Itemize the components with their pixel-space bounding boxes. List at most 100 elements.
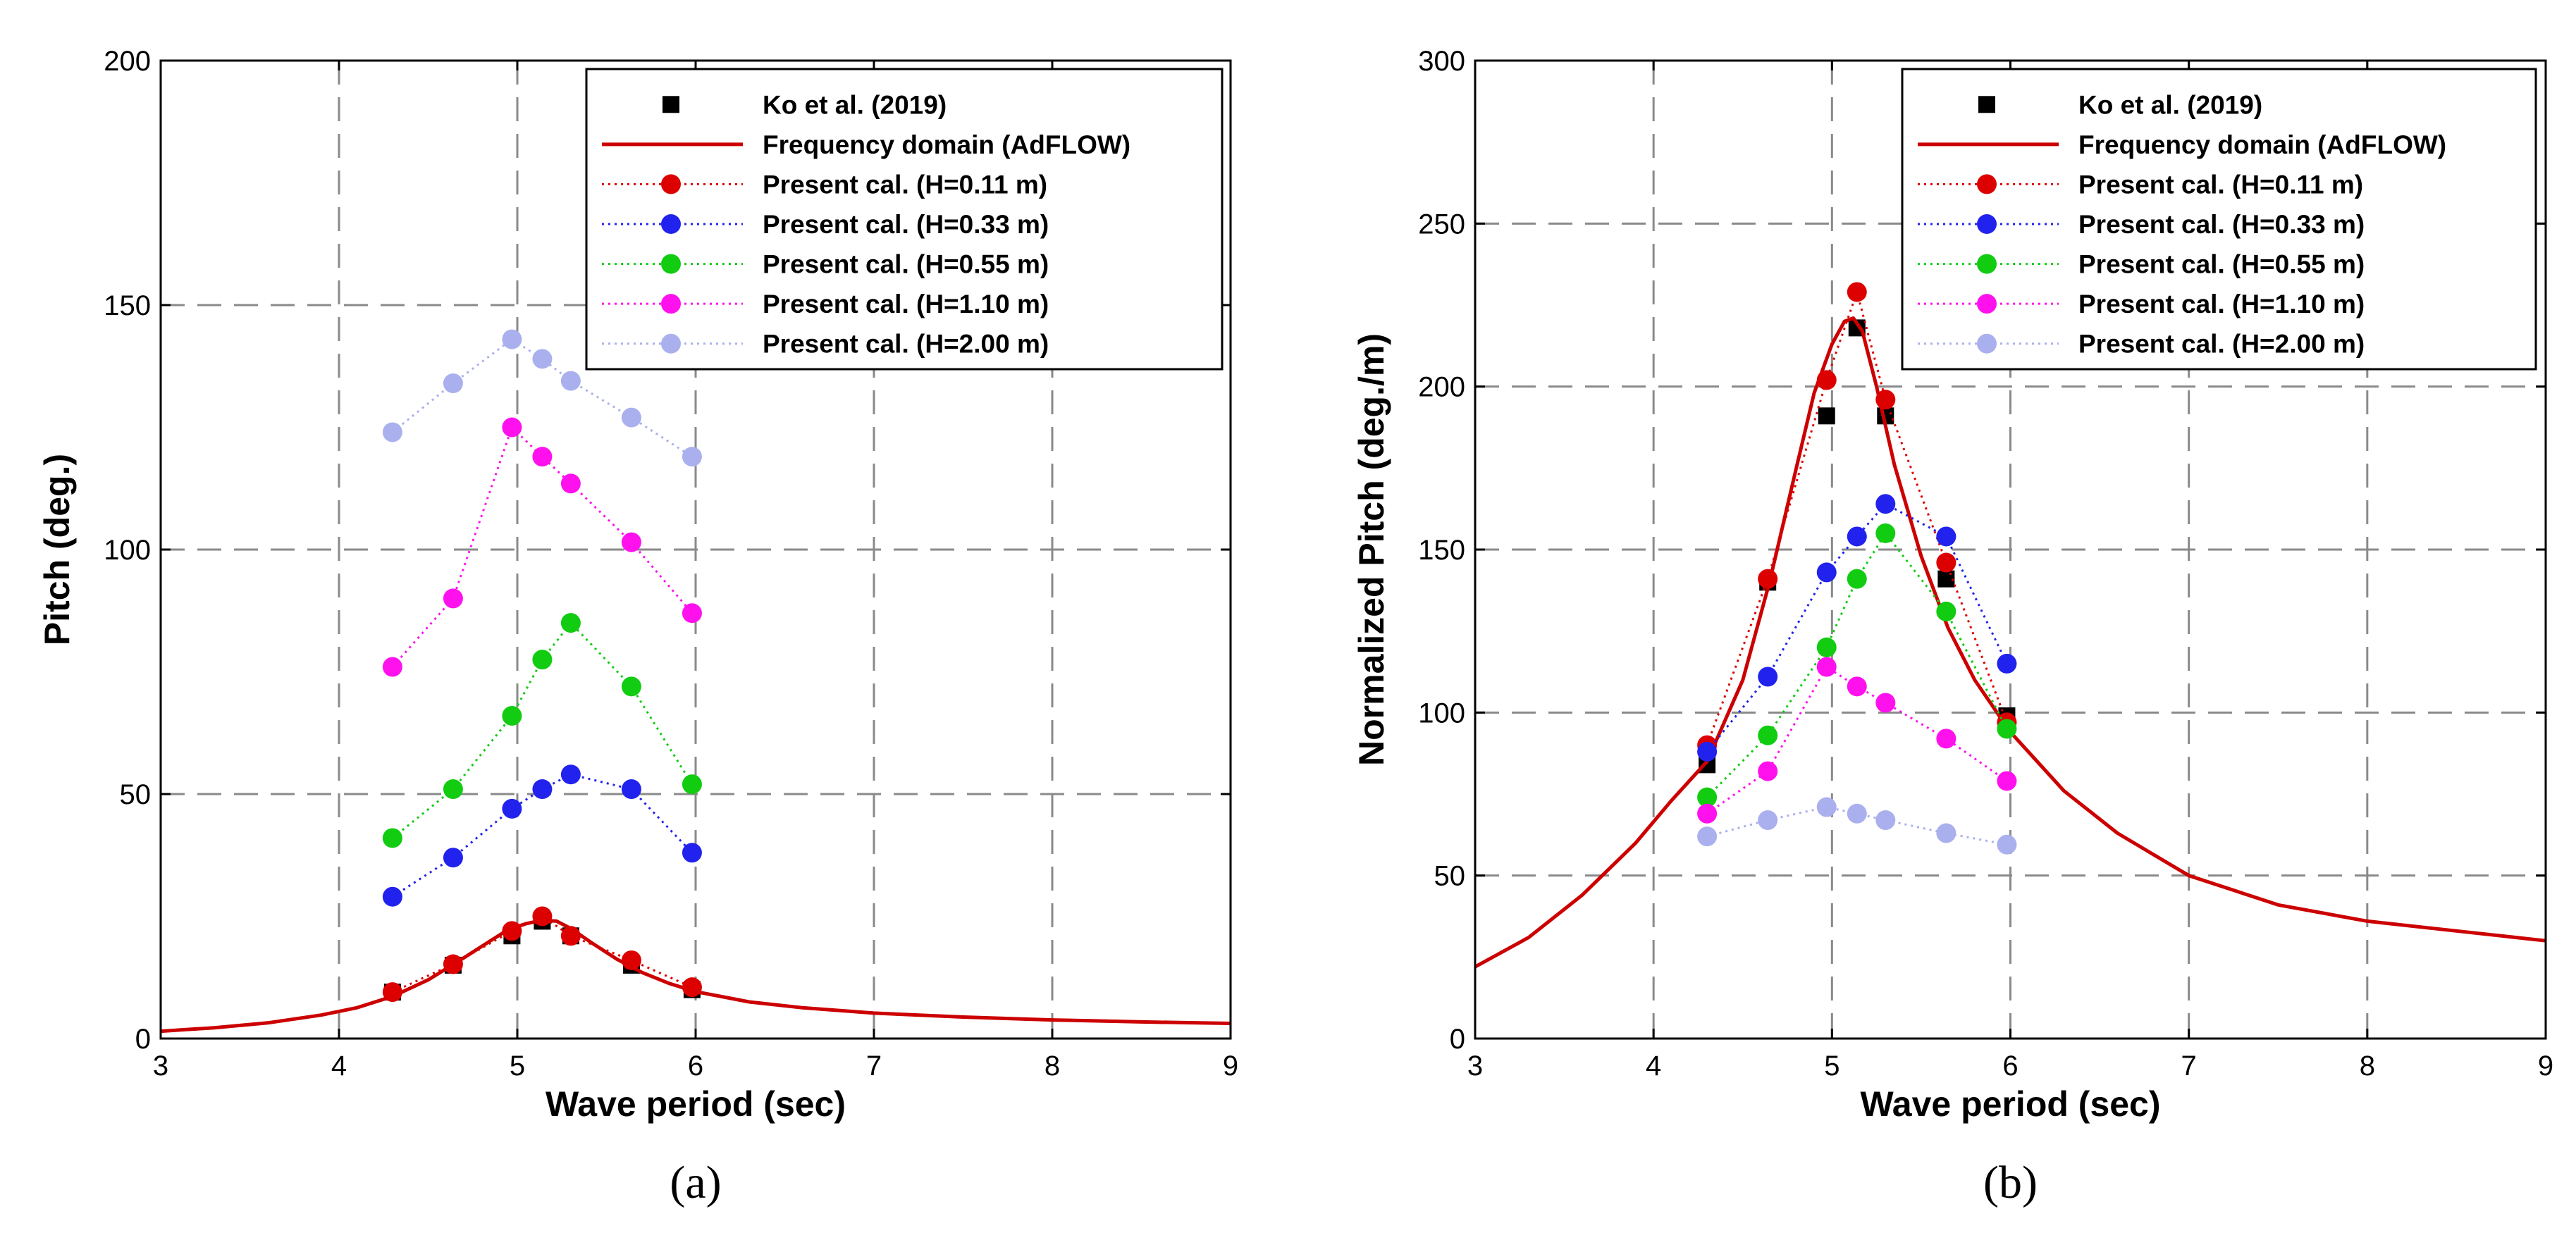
data-point [532, 650, 553, 670]
legend-item: Present cal. (H=0.11 m) [1918, 170, 2363, 199]
legend-item: Present cal. (H=0.55 m) [1918, 250, 2365, 279]
data-point [1997, 834, 2017, 855]
x-tick-label: 6 [688, 1051, 703, 1082]
legend-swatch-marker [661, 254, 681, 274]
legend-item: Present cal. (H=2.00 m) [602, 330, 1049, 359]
data-point [560, 613, 581, 633]
x-tick-label: 9 [1223, 1051, 1238, 1082]
data-point [1847, 676, 1867, 697]
legend-label: Present cal. (H=0.55 m) [2078, 250, 2365, 279]
series-4 [382, 613, 702, 848]
data-point [1816, 797, 1837, 817]
x-tick-label: 5 [510, 1051, 525, 1082]
legend-label: Ko et al. (2019) [763, 90, 947, 119]
series-line [160, 918, 1231, 1034]
series-5 [382, 417, 702, 677]
series-1 [1474, 316, 2546, 969]
data-point [1758, 569, 1778, 589]
data-point [1875, 494, 1896, 514]
legend-label: Present cal. (H=0.55 m) [763, 250, 1049, 279]
legend-label: Present cal. (H=0.11 m) [2078, 170, 2363, 199]
data-point [502, 417, 522, 438]
panel-label: (b) [1983, 1157, 2038, 1208]
x-tick-label: 8 [2360, 1051, 2375, 1082]
y-tick-label: 200 [104, 46, 151, 77]
data-point [1697, 803, 1718, 824]
legend-label: Present cal. (H=1.10 m) [2078, 290, 2365, 318]
y-axis-label: Normalized Pitch (deg./m) [1352, 333, 1391, 766]
legend-swatch-marker [1977, 174, 1997, 194]
data-point [560, 371, 581, 391]
legend-item: Present cal. (H=2.00 m) [1918, 330, 2365, 359]
data-point [1816, 562, 1837, 583]
data-point [560, 764, 581, 785]
legend-label: Ko et al. (2019) [2078, 90, 2262, 119]
legend-label: Present cal. (H=0.11 m) [763, 170, 1047, 199]
series-line [1474, 316, 2546, 969]
data-point [682, 447, 702, 467]
data-point [1758, 725, 1778, 745]
data-point [1936, 729, 1956, 749]
legend-label: Present cal. (H=1.10 m) [763, 290, 1049, 318]
data-point [1997, 771, 2017, 791]
data-point-square [1937, 570, 1955, 588]
plot-frame [159, 59, 1232, 1040]
legend-label: Present cal. (H=2.00 m) [763, 330, 1049, 359]
series-1 [160, 918, 1231, 1034]
data-point [532, 779, 553, 800]
data-point [1847, 526, 1867, 547]
series-3 [1697, 494, 2017, 762]
y-tick-label: 50 [120, 779, 152, 810]
data-point [1758, 761, 1778, 781]
data-point [1847, 282, 1867, 302]
data-point [1936, 601, 1956, 621]
y-tick-label: 0 [135, 1024, 151, 1055]
data-point [1875, 523, 1896, 543]
x-tick-label: 9 [2538, 1051, 2553, 1082]
series-2 [382, 906, 702, 1003]
data-point [502, 705, 522, 726]
data-point [682, 843, 702, 863]
data-point [502, 798, 522, 819]
data-point [1816, 637, 1837, 657]
data-point [1936, 552, 1956, 573]
data-point [560, 473, 581, 494]
data-point [1936, 526, 1956, 547]
data-point [1875, 693, 1896, 713]
data-point [1847, 803, 1867, 824]
data-point [682, 603, 702, 624]
x-tick-label: 4 [331, 1051, 347, 1082]
series-4 [1697, 523, 2017, 807]
data-point [1997, 719, 2017, 739]
legend-item: Present cal. (H=1.10 m) [1918, 290, 2365, 318]
legend-swatch-marker [661, 214, 681, 234]
x-axis-label: Wave period (sec) [546, 1084, 846, 1124]
data-point [443, 779, 463, 800]
y-tick-label: 150 [1418, 535, 1465, 566]
data-point [621, 950, 641, 970]
data-point [532, 349, 553, 369]
data-point [382, 982, 402, 1003]
data-point [502, 329, 522, 349]
legend-swatch-marker [661, 333, 681, 354]
y-tick-label: 100 [104, 535, 151, 566]
legend-label: Present cal. (H=2.00 m) [2078, 330, 2365, 359]
y-tick-label: 250 [1418, 209, 1465, 240]
legend-swatch-marker [663, 96, 679, 113]
data-point [502, 921, 522, 941]
data-point [1847, 569, 1867, 589]
x-tick-label: 8 [1044, 1051, 1060, 1082]
x-tick-label: 4 [1646, 1051, 1661, 1082]
data-point [1758, 810, 1778, 831]
legend-item: Present cal. (H=0.55 m) [602, 250, 1049, 279]
data-point [621, 676, 641, 697]
legend-swatch-marker [1977, 333, 1997, 354]
series-3 [382, 764, 702, 907]
chart-panel-b: 3 4 5 6 7 8 9 0 50 100 150 200 250 300 Wave period (se… [1352, 46, 2553, 1208]
data-point [443, 848, 463, 868]
y-tick-label: 0 [1450, 1024, 1465, 1055]
x-axis-label: Wave period (sec) [1860, 1084, 2160, 1124]
y-tick-label: 100 [1418, 698, 1465, 729]
series-6 [1697, 797, 2017, 855]
